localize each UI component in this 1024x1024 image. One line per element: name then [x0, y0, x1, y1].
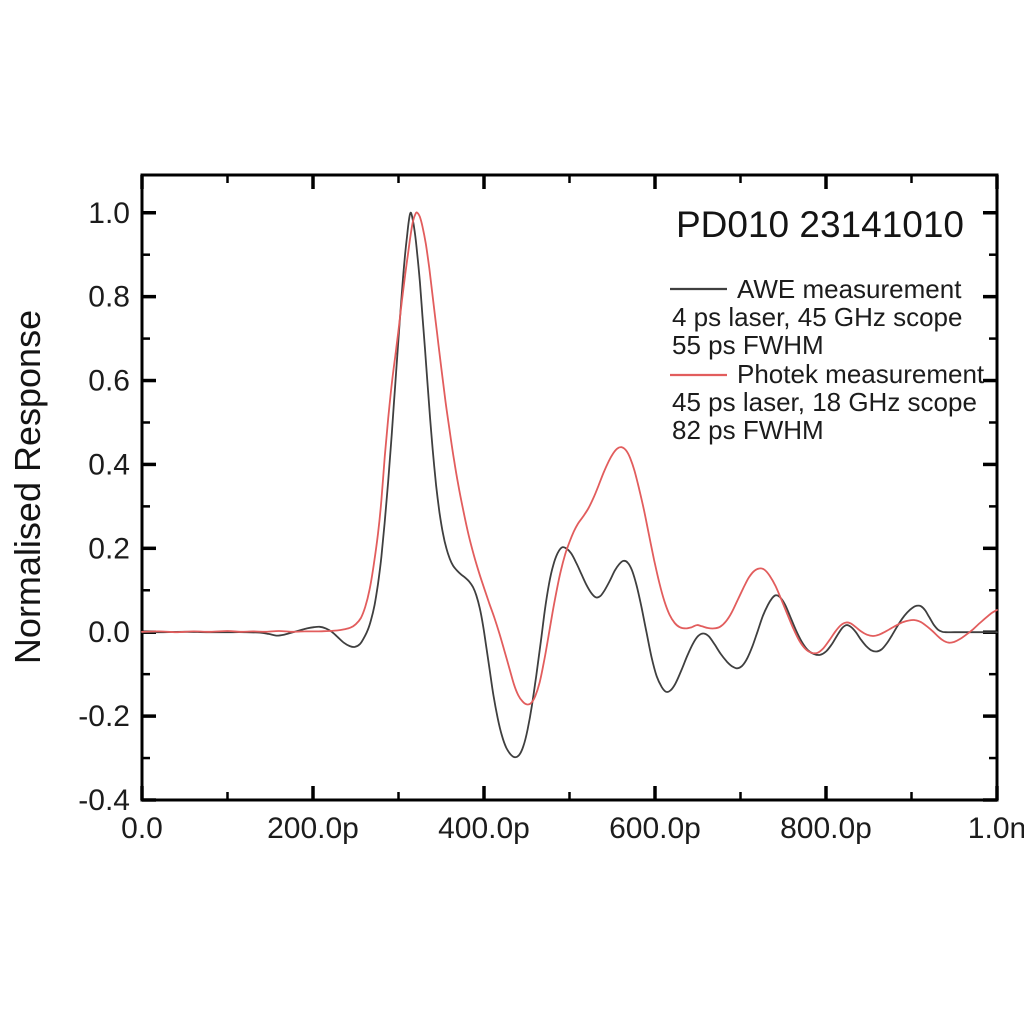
y-tick-label: 1.0 — [88, 197, 130, 230]
y-tick-label: -0.4 — [78, 784, 130, 817]
x-tick-label: 200.0p — [267, 812, 359, 845]
plot-frame — [140, 173, 999, 802]
x-tick-label: 400.0p — [438, 812, 530, 845]
legend-awe-fwhm: 55 ps FWHM — [672, 330, 824, 360]
y-tick-label: 0.0 — [88, 616, 130, 649]
x-tick-label: 0.0 — [121, 812, 163, 845]
x-tick-label: 1.0n — [968, 812, 1024, 845]
y-tick-label: 0.6 — [88, 365, 130, 398]
x-tick-label: 600.0p — [609, 812, 701, 845]
y-tick-label: -0.2 — [78, 700, 130, 733]
y-tick-label: 0.8 — [88, 281, 130, 314]
x-tick-label: 800.0p — [780, 812, 872, 845]
awe-curve — [141, 211, 998, 759]
legend-photek-laser-scope: 45 ps laser, 18 GHz scope — [672, 387, 977, 417]
photek-curve — [141, 211, 998, 706]
plot-area: 0.0 200.0p 400.0p 600.0p 800.0p 1.0n -0.4 -0.2 0… — [78, 173, 1024, 845]
y-axis-title: Normalised Response — [7, 310, 48, 664]
legend-photek-fwhm: 82 ps FWHM — [672, 415, 824, 445]
legend: AWE measurement 4 ps laser, 45 GHz scope… — [670, 274, 985, 445]
legend-label-photek: Photek measurement — [737, 359, 985, 389]
legend-awe-laser-scope: 4 ps laser, 45 GHz scope — [672, 302, 962, 332]
y-tick-label: 0.2 — [88, 532, 130, 565]
legend-label-awe: AWE measurement — [737, 274, 962, 304]
chart-title: PD010 23141010 — [676, 204, 964, 245]
y-tick-label: 0.4 — [88, 448, 130, 481]
